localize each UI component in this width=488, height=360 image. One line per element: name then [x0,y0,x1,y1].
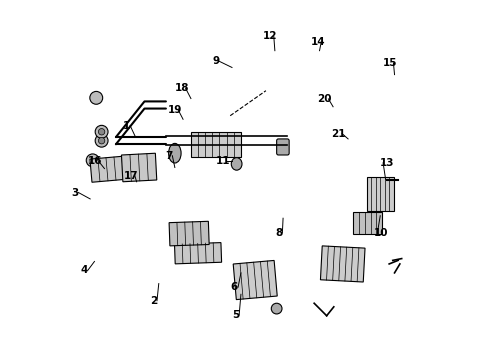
Ellipse shape [231,158,242,170]
FancyBboxPatch shape [276,139,288,155]
Text: 12: 12 [263,31,277,41]
Text: 1: 1 [123,121,130,131]
Text: 2: 2 [149,296,157,306]
Text: 4: 4 [81,265,88,275]
Text: 21: 21 [330,129,345,139]
Text: 11: 11 [215,157,230,166]
Polygon shape [353,212,381,234]
Circle shape [95,134,108,147]
Polygon shape [320,246,364,282]
Polygon shape [169,221,209,246]
Text: 18: 18 [174,83,189,93]
Polygon shape [366,177,393,211]
Text: 13: 13 [379,158,393,168]
Ellipse shape [168,143,181,163]
Circle shape [98,138,104,144]
Circle shape [90,91,102,104]
Text: 3: 3 [71,188,78,198]
Text: 8: 8 [275,228,282,238]
Polygon shape [233,260,277,300]
Text: 10: 10 [373,228,387,238]
Text: 17: 17 [123,171,138,181]
Polygon shape [190,132,241,157]
Circle shape [271,303,282,314]
Text: 14: 14 [310,37,325,47]
Text: 6: 6 [230,282,238,292]
Polygon shape [174,243,221,264]
Text: 15: 15 [382,58,396,68]
Circle shape [86,154,99,167]
Text: 5: 5 [231,310,239,320]
Circle shape [98,129,104,135]
Text: 7: 7 [165,151,172,161]
Text: 19: 19 [167,105,182,115]
Polygon shape [90,156,124,182]
Text: 16: 16 [88,157,102,166]
Circle shape [95,125,108,138]
Text: 9: 9 [212,57,219,66]
Text: 20: 20 [317,94,331,104]
Polygon shape [121,153,157,182]
